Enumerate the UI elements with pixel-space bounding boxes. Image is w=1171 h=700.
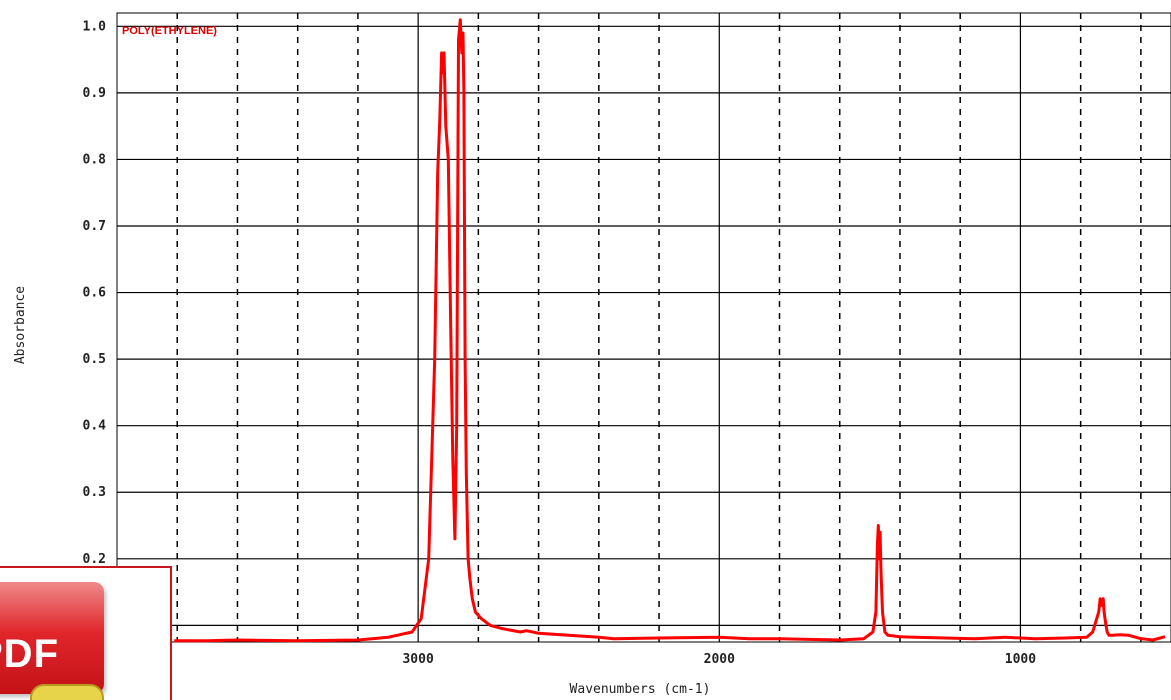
- y-tick-label: 0.5: [83, 352, 106, 367]
- y-tick-label: 1.0: [83, 19, 107, 34]
- x-tick-label: 2000: [704, 652, 735, 667]
- y-tick-label: 0.9: [83, 86, 106, 101]
- y-tick-label: 0.4: [83, 419, 107, 434]
- pdf-icon: PDF: [0, 582, 104, 694]
- y-tick-label: 0.3: [83, 485, 106, 500]
- series-line: [174, 18, 1166, 643]
- plot-frame: [116, 12, 1171, 643]
- pdf-overlay-badge[interactable]: PDF: [0, 566, 172, 700]
- plot-area: [116, 12, 1171, 643]
- chart-title: POLY(ETHYLENE): [122, 25, 217, 37]
- y-tick-label: 0.2: [83, 552, 106, 567]
- paperclip-icon: [30, 684, 104, 700]
- y-axis-title: Absorbance: [13, 286, 28, 364]
- y-tick-label: 0.8: [83, 152, 107, 167]
- y-tick-label: 0.7: [83, 219, 106, 234]
- x-tick-label: 3000: [402, 652, 433, 667]
- x-axis-title: Wavenumbers (cm-1): [570, 682, 711, 697]
- y-axis-ticks: 0.2 0.3 0.4 0.5 0.6 0.7 0.8 0.9 1.0: [83, 19, 107, 566]
- x-axis-ticks: 3000 2000 1000: [402, 652, 1036, 667]
- pdf-icon-label: PDF: [0, 632, 59, 676]
- x-tick-label: 1000: [1005, 652, 1036, 667]
- grid-lines: [117, 13, 1171, 642]
- y-tick-label: 0.6: [83, 286, 107, 301]
